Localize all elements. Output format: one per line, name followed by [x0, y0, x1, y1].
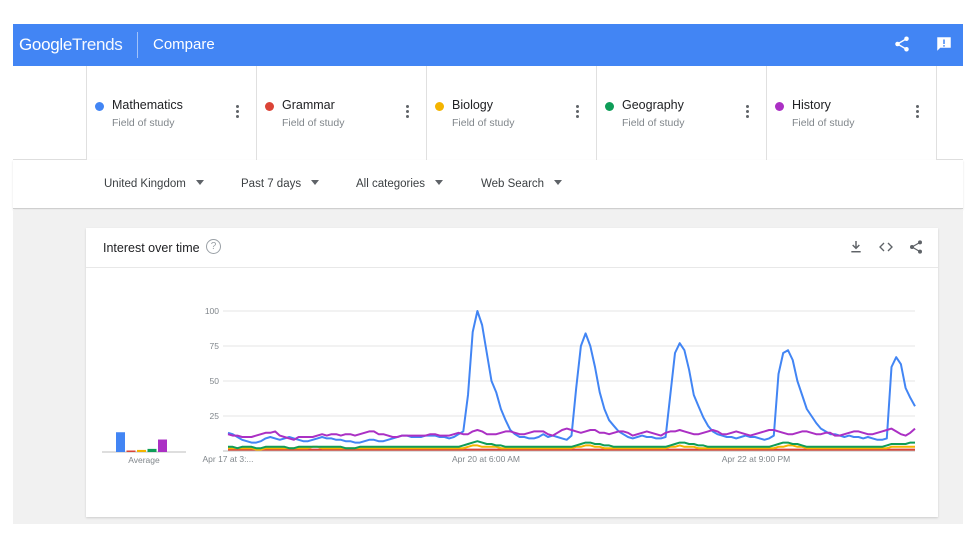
term-name: Geography: [622, 98, 684, 112]
feedback-icon[interactable]: [935, 35, 953, 53]
average-bar-mathematics: [116, 432, 125, 452]
download-icon[interactable]: [848, 239, 864, 255]
caret-down-icon: [554, 180, 563, 185]
more-vert-icon[interactable]: [571, 105, 583, 119]
term-row-end-divider: [936, 66, 937, 160]
more-vert-icon[interactable]: [401, 105, 413, 119]
google-trends-logo[interactable]: GoogleTrends: [19, 35, 123, 55]
category-filter-label: All categories: [356, 178, 426, 190]
average-bar-grammar: [126, 450, 136, 452]
term-card-grammar[interactable]: Grammar Field of study: [256, 66, 427, 160]
series-line-geography: [228, 440, 915, 450]
term-card-geography[interactable]: Geography Field of study: [596, 66, 767, 160]
term-color-dot: [435, 102, 444, 111]
y-tick-label: 25: [210, 411, 220, 421]
card-title: Interest over time: [103, 241, 200, 255]
term-color-dot: [95, 102, 104, 111]
average-label: Average: [128, 455, 160, 465]
y-tick-label: 100: [205, 306, 219, 316]
more-vert-icon[interactable]: [741, 105, 753, 119]
more-vert-icon[interactable]: [911, 105, 923, 119]
term-color-dot: [265, 102, 274, 111]
search-type-filter-label: Web Search: [481, 178, 545, 190]
average-bar-biology: [137, 449, 146, 452]
help-icon[interactable]: ?: [206, 239, 221, 254]
region-filter[interactable]: United Kingdom: [104, 178, 204, 190]
series-line-history: [227, 427, 916, 441]
term-type: Field of study: [282, 117, 345, 129]
term-color-dot: [605, 102, 614, 111]
term-type: Field of study: [112, 117, 175, 129]
card-header: Interest over time ?: [86, 228, 938, 268]
average-bar-history: [158, 439, 167, 452]
share-icon[interactable]: [908, 239, 924, 255]
series-line-mathematics: [227, 310, 916, 444]
filter-bar: United Kingdom Past 7 days All categorie…: [13, 160, 963, 209]
term-card-mathematics[interactable]: Mathematics Field of study: [86, 66, 257, 160]
search-type-filter[interactable]: Web Search: [481, 178, 563, 190]
term-type: Field of study: [792, 117, 855, 129]
time-filter-label: Past 7 days: [241, 178, 302, 190]
comparison-terms: Mathematics Field of study Grammar Field…: [13, 66, 963, 160]
y-tick-label: 50: [210, 376, 220, 386]
x-tick-label: Apr 17 at 3:...: [202, 454, 253, 464]
term-name: History: [792, 98, 831, 112]
caret-down-icon: [195, 180, 204, 185]
embed-icon[interactable]: [878, 239, 894, 255]
category-filter[interactable]: All categories: [356, 178, 444, 190]
term-card-biology[interactable]: Biology Field of study: [426, 66, 597, 160]
time-filter[interactable]: Past 7 days: [241, 178, 320, 190]
region-filter-label: United Kingdom: [104, 178, 186, 190]
term-name: Mathematics: [112, 98, 183, 112]
y-tick-label: 75: [210, 341, 220, 351]
header-divider: [137, 32, 138, 58]
term-name: Grammar: [282, 98, 335, 112]
term-type: Field of study: [452, 117, 515, 129]
average-bar-geography: [147, 448, 157, 452]
top-bar: GoogleTrends Compare: [13, 24, 963, 66]
share-icon[interactable]: [893, 35, 911, 53]
logo-google-text: Google: [19, 35, 73, 54]
caret-down-icon: [435, 180, 444, 185]
term-type: Field of study: [622, 117, 685, 129]
caret-down-icon: [311, 180, 320, 185]
x-tick-label: Apr 22 at 9:00 PM: [722, 454, 791, 464]
term-card-history[interactable]: History Field of study: [766, 66, 937, 160]
logo-trends-text: Trends: [72, 35, 123, 54]
interest-over-time-card: Interest over time ? 100 75 50 25 Apr 17 at …: [86, 228, 938, 517]
interest-chart: 100 75 50 25 Apr 17 at 3:... Apr 20 at 6:00 A…: [102, 306, 916, 465]
app-frame: GoogleTrends Compare Mathematics Field o…: [13, 24, 963, 524]
term-name: Biology: [452, 98, 493, 112]
more-vert-icon[interactable]: [231, 105, 243, 119]
page-title: Compare: [153, 36, 215, 53]
x-tick-label: Apr 20 at 6:00 AM: [452, 454, 520, 464]
term-color-dot: [775, 102, 784, 111]
